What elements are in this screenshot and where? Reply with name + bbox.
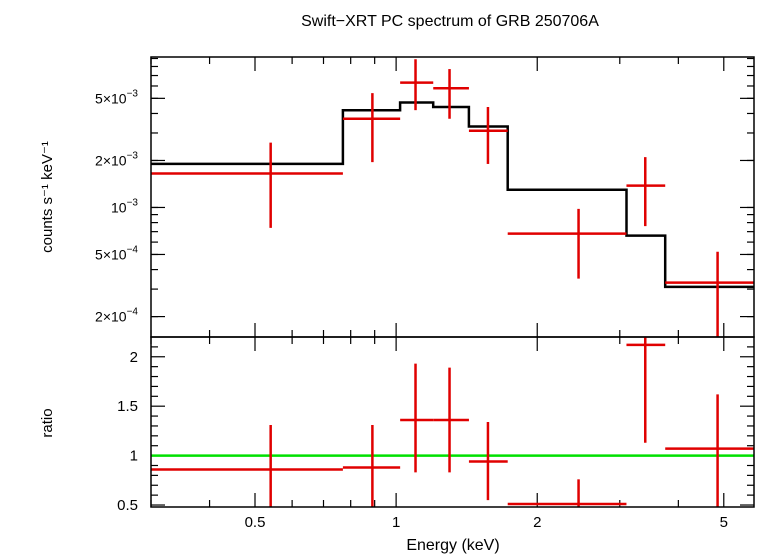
data-point: [151, 424, 343, 507]
y-tick-label: 2: [130, 349, 138, 366]
data-point: [468, 422, 508, 501]
data-point: [433, 367, 469, 473]
y-tick-label: 0.5: [117, 497, 138, 514]
ratio-y-axis-label: ratio: [39, 408, 56, 437]
spectrum-panel: 5×10−3 2×10−3 10−3 5×10−4 2×10−4 counts s⁻¹ …: [39, 56, 755, 338]
ratio-panel: 2 1.5 1 0.5 0.5 1 2 5 ratio Energy (keV): [39, 336, 755, 554]
data-point: [507, 208, 627, 279]
data-point: [626, 157, 666, 227]
y-tick-label: 1.5: [117, 398, 138, 415]
data-point: [507, 479, 627, 507]
data-point: [342, 93, 401, 163]
data-point: [468, 107, 508, 164]
data-point: [342, 424, 401, 507]
y-tick-label: 10−3: [111, 197, 138, 215]
ratio-x-ticks: 0.5 1 2 5: [150, 337, 728, 531]
data-point: [665, 394, 754, 507]
spectrum-y-axis-label: counts s⁻¹ keV⁻¹: [39, 141, 56, 253]
data-point: [626, 337, 666, 443]
x-tick-label: 2: [533, 514, 541, 531]
spectrum-y-ticks: 5×10−3 2×10−3 10−3 5×10−4 2×10−4: [95, 57, 754, 325]
y-tick-label: 5×10−3: [95, 88, 138, 106]
x-tick-label: 5: [720, 514, 728, 531]
data-point: [151, 142, 343, 228]
ratio-data-points: [151, 337, 754, 507]
chart-title: Swift−XRT PC spectrum of GRB 250706A: [301, 13, 599, 30]
y-tick-label: 1: [130, 448, 138, 465]
y-tick-label: 5×10−4: [95, 244, 138, 262]
spectrum-frame: [150, 56, 755, 338]
ratio-frame: [150, 336, 755, 508]
ratio-y-ticks: 2 1.5 1 0.5: [117, 346, 754, 514]
y-tick-label: 2×10−4: [95, 307, 138, 325]
data-point: [400, 363, 434, 473]
model-step-path: [151, 101, 754, 289]
spectrum-data-points: [151, 59, 754, 337]
spectrum-x-ticks: [150, 57, 725, 337]
data-point: [665, 251, 754, 337]
y-tick-label: 2×10−3: [95, 150, 138, 168]
x-tick-label: 0.5: [245, 514, 266, 531]
x-tick-label: 1: [392, 514, 400, 531]
model-step-line: [151, 101, 754, 289]
data-point: [433, 69, 469, 119]
x-axis-label: Energy (keV): [406, 537, 499, 554]
data-point: [400, 59, 434, 111]
